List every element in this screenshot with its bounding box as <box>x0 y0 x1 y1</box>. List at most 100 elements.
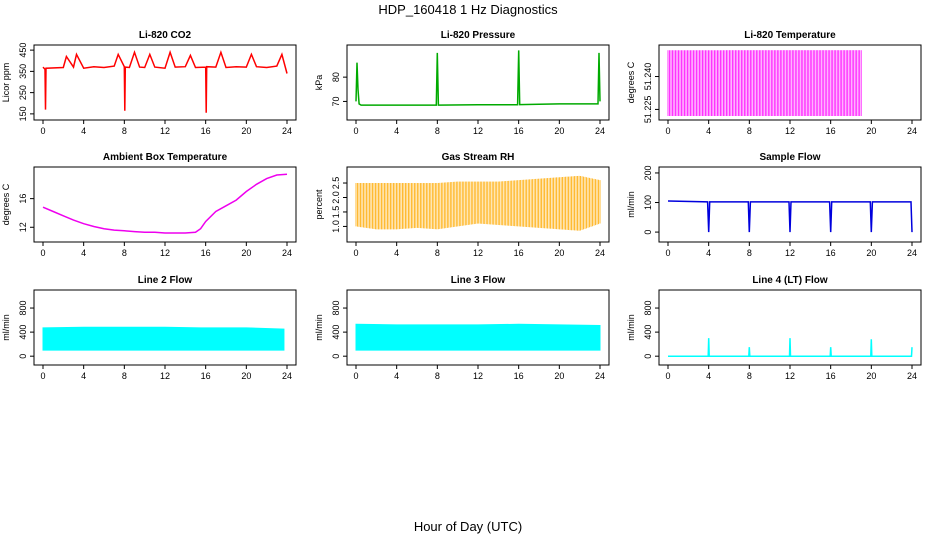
x-tick-label: 12 <box>785 248 795 258</box>
y-axis-label: ml/min <box>626 314 636 341</box>
y-tick-label: 250 <box>18 85 28 100</box>
x-tick-label: 0 <box>40 371 45 381</box>
y-tick-label: 0 <box>18 354 28 359</box>
x-tick-label: 4 <box>706 248 711 258</box>
x-tick-label: 8 <box>747 371 752 381</box>
x-tick-label: 8 <box>747 126 752 136</box>
y-tick-label: 350 <box>18 64 28 79</box>
x-tick-label: 20 <box>241 371 251 381</box>
x-tick-label: 12 <box>473 126 483 136</box>
x-tick-label: 24 <box>282 248 292 258</box>
x-tick-label: 12 <box>160 248 170 258</box>
x-tick-label: 0 <box>665 248 670 258</box>
data-band <box>42 326 285 351</box>
y-tick-label: 12 <box>18 222 28 232</box>
y-tick-label: 0 <box>331 354 341 359</box>
data-line <box>355 50 601 106</box>
x-tick-label: 0 <box>665 126 670 136</box>
x-tick-label: 8 <box>435 126 440 136</box>
x-tick-label: 20 <box>554 126 564 136</box>
panel-frame <box>346 44 610 121</box>
data-line <box>668 338 913 357</box>
y-tick-label: 0 <box>643 354 653 359</box>
y-axis-label: ml/min <box>1 314 11 341</box>
x-tick-label: 16 <box>826 248 836 258</box>
data-line <box>42 49 288 113</box>
y-axis-label: degrees C <box>626 61 636 103</box>
panel-title: Line 2 Flow <box>138 275 193 286</box>
x-tick-label: 4 <box>394 126 399 136</box>
data-line <box>42 173 288 234</box>
x-tick-label: 16 <box>201 248 211 258</box>
y-tick-label: 2.5 <box>331 177 341 190</box>
x-tick-label: 12 <box>785 126 795 136</box>
y-tick-label: 450 <box>18 43 28 58</box>
x-tick-label: 0 <box>40 248 45 258</box>
data-band <box>355 323 601 351</box>
x-tick-label: 8 <box>435 371 440 381</box>
x-tick-label: 20 <box>241 248 251 258</box>
x-tick-label: 24 <box>282 126 292 136</box>
x-tick-label: 24 <box>595 126 605 136</box>
x-tick-label: 12 <box>785 371 795 381</box>
x-axis-label: Hour of Day (UTC) <box>413 519 523 534</box>
x-tick-label: 24 <box>595 248 605 258</box>
x-tick-label: 0 <box>353 248 358 258</box>
panel-title: Gas Stream RH <box>442 152 515 163</box>
y-tick-label: 400 <box>18 325 28 340</box>
x-tick-label: 12 <box>473 371 483 381</box>
x-tick-label: 16 <box>514 371 524 381</box>
x-tick-label: 8 <box>122 126 127 136</box>
y-tick-label: 800 <box>331 301 341 316</box>
panel-title: Line 3 Flow <box>451 275 506 286</box>
x-tick-label: 0 <box>40 126 45 136</box>
y-tick-label: 1.0 <box>331 220 341 233</box>
x-tick-label: 16 <box>201 126 211 136</box>
x-tick-label: 20 <box>866 371 876 381</box>
x-tick-label: 16 <box>514 126 524 136</box>
x-tick-label: 4 <box>81 248 86 258</box>
x-tick-label: 20 <box>554 248 564 258</box>
x-tick-label: 20 <box>554 371 564 381</box>
figure-title: HDP_160418 1 Hz Diagnostics <box>378 2 558 17</box>
x-tick-label: 20 <box>866 248 876 258</box>
x-tick-label: 16 <box>826 371 836 381</box>
x-tick-label: 12 <box>160 371 170 381</box>
x-tick-label: 4 <box>394 248 399 258</box>
y-axis-label: ml/min <box>314 314 324 341</box>
x-tick-label: 8 <box>122 248 127 258</box>
x-tick-label: 20 <box>241 126 251 136</box>
y-tick-label: 400 <box>643 325 653 340</box>
y-axis-label: kPa <box>314 75 324 91</box>
x-tick-label: 4 <box>81 371 86 381</box>
y-tick-label: 51.240 <box>643 63 653 91</box>
x-tick-label: 24 <box>907 126 917 136</box>
y-tick-label: 80 <box>331 72 341 82</box>
x-tick-label: 16 <box>514 248 524 258</box>
panel-title: Li-820 Pressure <box>441 30 516 41</box>
panel-title: Line 4 (LT) Flow <box>752 275 828 286</box>
x-tick-label: 24 <box>907 371 917 381</box>
y-tick-label: 2.0 <box>331 191 341 204</box>
x-tick-label: 24 <box>907 248 917 258</box>
panel-title: Li-820 CO2 <box>139 30 192 41</box>
y-axis-label: degrees C <box>1 183 11 225</box>
x-tick-label: 4 <box>394 371 399 381</box>
y-tick-label: 150 <box>18 106 28 121</box>
x-tick-label: 24 <box>595 371 605 381</box>
panel-title: Ambient Box Temperature <box>103 152 228 163</box>
y-tick-label: 70 <box>331 96 341 106</box>
panel-title: Sample Flow <box>759 152 820 163</box>
panel-frame <box>33 166 297 243</box>
y-tick-label: 800 <box>18 301 28 316</box>
x-tick-label: 0 <box>665 371 670 381</box>
x-tick-label: 12 <box>160 126 170 136</box>
y-tick-label: 800 <box>643 301 653 316</box>
panel-frame <box>33 44 297 121</box>
x-tick-label: 16 <box>826 126 836 136</box>
y-tick-label: 400 <box>331 325 341 340</box>
y-axis-label: ml/min <box>626 191 636 218</box>
x-tick-label: 4 <box>81 126 86 136</box>
x-tick-label: 24 <box>282 371 292 381</box>
